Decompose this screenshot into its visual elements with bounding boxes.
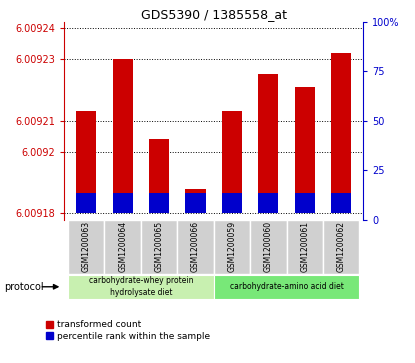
Text: GSM1200065: GSM1200065 (154, 221, 164, 272)
Text: carbohydrate-amino acid diet: carbohydrate-amino acid diet (229, 282, 344, 291)
Bar (76, 193, 96, 213)
Bar (295, 87, 315, 213)
Bar (177, 220, 214, 274)
Text: GSM1200059: GSM1200059 (227, 221, 237, 272)
Bar (186, 193, 205, 213)
Bar (105, 220, 141, 274)
Bar (287, 220, 323, 274)
Bar (295, 193, 315, 213)
Text: carbohydrate-whey protein
hydrolysate diet: carbohydrate-whey protein hydrolysate di… (88, 276, 193, 297)
Bar (331, 53, 351, 213)
Legend: transformed count, percentile rank within the sample: transformed count, percentile rank withi… (46, 320, 210, 340)
Bar (141, 220, 177, 274)
Text: GSM1200062: GSM1200062 (337, 221, 346, 272)
Bar (331, 193, 351, 213)
Title: GDS5390 / 1385558_at: GDS5390 / 1385558_at (141, 8, 287, 21)
Bar (214, 274, 359, 299)
Bar (149, 193, 169, 213)
Bar (259, 193, 278, 213)
Bar (222, 111, 242, 213)
Bar (214, 220, 250, 274)
Text: GSM1200064: GSM1200064 (118, 221, 127, 272)
Bar (112, 59, 133, 213)
Bar (250, 220, 287, 274)
Bar (186, 189, 205, 213)
Text: GSM1200060: GSM1200060 (264, 221, 273, 272)
Bar (68, 274, 214, 299)
Text: GSM1200066: GSM1200066 (191, 221, 200, 272)
Text: GSM1200063: GSM1200063 (82, 221, 91, 272)
Bar (76, 111, 96, 213)
Bar (259, 74, 278, 213)
Bar (222, 193, 242, 213)
Text: protocol: protocol (4, 282, 44, 292)
Bar (149, 139, 169, 213)
Bar (323, 220, 359, 274)
Bar (68, 220, 105, 274)
Bar (112, 193, 133, 213)
Text: GSM1200061: GSM1200061 (300, 221, 309, 272)
